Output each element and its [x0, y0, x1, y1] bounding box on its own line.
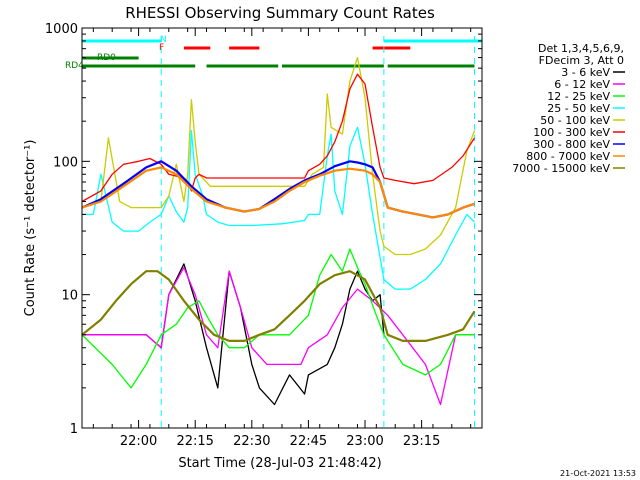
series-line-3: [82, 126, 475, 290]
legend-label-0: 3 - 6 keV: [561, 66, 610, 79]
flag-label-n: N: [160, 35, 167, 45]
series-line-2: [81, 248, 475, 389]
y-axis-label: Count Rate (s⁻¹ detector⁻¹): [23, 140, 38, 317]
x-tick-label-4: 23:00: [346, 434, 383, 449]
legend-label-8: 7000 - 15000 keV: [512, 162, 610, 175]
y-tick-label-2: 100: [53, 155, 78, 170]
series-line-4: [81, 56, 476, 256]
series-lines: [81, 56, 476, 406]
legend-header-1: FDecim 3, Att 0: [539, 54, 624, 67]
x-axis-label: Start Time (28-Jul-03 21:48:42): [178, 456, 381, 471]
legend-header-0: Det 1,3,4,5,6,9,: [538, 42, 624, 55]
series-line-6: [81, 160, 475, 219]
x-tick-label-5: 23:15: [403, 434, 440, 449]
timestamp: 21-Oct-2021 13:53: [560, 469, 636, 478]
x-tick-label-0: 22:00: [120, 434, 157, 449]
series-line-7: [81, 166, 475, 219]
y-tick-label-3: 1000: [45, 22, 78, 37]
x-tick-label-2: 22:30: [233, 434, 270, 449]
legend-label-4: 50 - 100 keV: [540, 114, 610, 127]
y-tick-label-1: 10: [61, 289, 78, 304]
flag-label-rd4: RD4: [65, 61, 84, 71]
series-line-5: [81, 73, 476, 203]
legend-label-6: 300 - 800 keV: [533, 138, 610, 151]
x-tick-label-1: 22:15: [176, 434, 213, 449]
series-line-1: [82, 266, 475, 406]
chart-title: RHESSI Observing Summary Count Rates: [125, 4, 435, 22]
flag-label-f: F: [159, 43, 164, 53]
y-tick-label-0: 1: [70, 422, 78, 437]
legend: Det 1,3,4,5,6,9,FDecim 3, Att 03 - 6 keV…: [512, 42, 625, 175]
series-line-8: [81, 270, 476, 342]
flag-bars: NF RD0 RD4: [65, 35, 482, 428]
legend-label-1: 6 - 12 keV: [554, 78, 610, 91]
legend-label-3: 25 - 50 keV: [547, 102, 610, 115]
flag-label-rd0: RD0: [97, 53, 116, 63]
legend-label-2: 12 - 25 keV: [547, 90, 610, 103]
axes: 22:00 22:15 22:30 22:45 23:00 23:15 1 10 100 1000: [45, 22, 482, 449]
legend-label-5: 100 - 300 keV: [533, 126, 610, 139]
x-tick-label-3: 22:45: [290, 434, 327, 449]
legend-label-7: 800 - 7000 keV: [526, 150, 610, 163]
